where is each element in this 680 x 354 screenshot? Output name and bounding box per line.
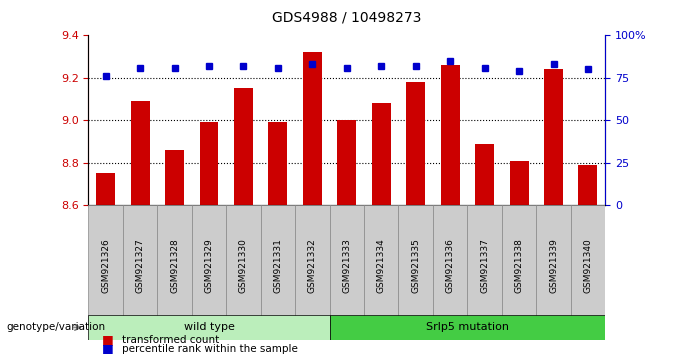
Text: genotype/variation: genotype/variation <box>7 322 106 332</box>
Bar <box>502 205 537 326</box>
Bar <box>406 82 425 205</box>
Text: Srlp5 mutation: Srlp5 mutation <box>426 322 509 332</box>
Text: GSM921331: GSM921331 <box>273 238 282 293</box>
Bar <box>295 205 330 326</box>
Text: GSM921330: GSM921330 <box>239 238 248 293</box>
Text: GSM921334: GSM921334 <box>377 238 386 293</box>
Text: GSM921332: GSM921332 <box>308 238 317 293</box>
Bar <box>467 205 502 326</box>
Text: GDS4988 / 10498273: GDS4988 / 10498273 <box>272 11 422 25</box>
Text: GSM921326: GSM921326 <box>101 238 110 293</box>
Bar <box>398 205 433 326</box>
Bar <box>337 120 356 205</box>
Text: transformed count: transformed count <box>122 335 220 345</box>
Text: GSM921339: GSM921339 <box>549 238 558 293</box>
Bar <box>579 165 598 205</box>
Text: GSM921337: GSM921337 <box>480 238 489 293</box>
Text: GSM921329: GSM921329 <box>205 238 214 293</box>
Bar <box>88 315 330 340</box>
Bar <box>571 205 605 326</box>
Bar <box>509 161 528 205</box>
Bar <box>199 122 218 205</box>
Bar <box>433 205 467 326</box>
Bar <box>88 205 123 326</box>
Bar <box>330 315 605 340</box>
Bar <box>157 205 192 326</box>
Bar <box>234 88 253 205</box>
Text: GSM921335: GSM921335 <box>411 238 420 293</box>
Bar <box>537 205 571 326</box>
Bar <box>123 205 157 326</box>
Bar <box>330 205 364 326</box>
Text: GSM921333: GSM921333 <box>342 238 352 293</box>
Text: GSM921336: GSM921336 <box>445 238 455 293</box>
Text: ■: ■ <box>102 342 114 354</box>
Text: GSM921327: GSM921327 <box>135 238 145 293</box>
Bar <box>192 205 226 326</box>
Text: GSM921340: GSM921340 <box>583 238 592 293</box>
Text: ■: ■ <box>102 333 114 346</box>
Text: GSM921338: GSM921338 <box>515 238 524 293</box>
Bar <box>441 65 460 205</box>
Bar <box>364 205 398 326</box>
Text: percentile rank within the sample: percentile rank within the sample <box>122 344 299 354</box>
Bar <box>131 101 150 205</box>
Bar <box>269 122 288 205</box>
Text: wild type: wild type <box>184 322 235 332</box>
Bar <box>226 205 260 326</box>
Bar <box>96 173 115 205</box>
Text: GSM921328: GSM921328 <box>170 238 179 293</box>
Bar <box>303 52 322 205</box>
Bar <box>260 205 295 326</box>
Bar <box>372 103 391 205</box>
Bar <box>544 69 563 205</box>
Bar <box>165 150 184 205</box>
Bar <box>475 144 494 205</box>
